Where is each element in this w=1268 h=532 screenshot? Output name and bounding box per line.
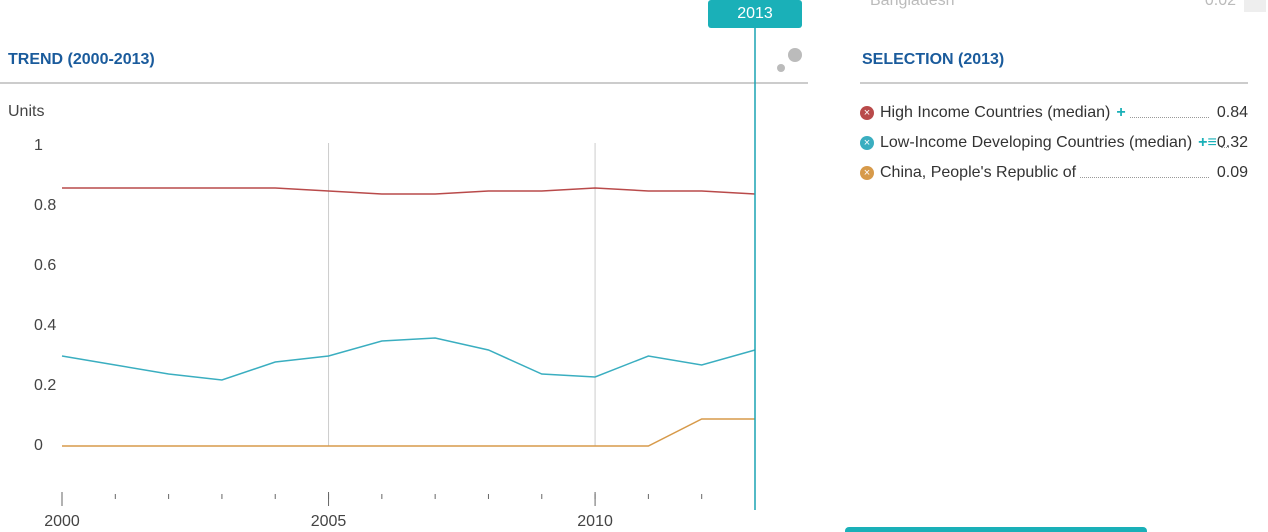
remove-icon[interactable]: × bbox=[860, 166, 874, 180]
button[interactable] bbox=[845, 527, 1147, 532]
legend-item: × China, People's Republic of 0.09 bbox=[860, 162, 1248, 184]
y-tick-label: 1 bbox=[34, 137, 43, 154]
y-tick-label: 0.4 bbox=[34, 317, 56, 334]
x-tick-label: 2010 bbox=[577, 513, 613, 530]
y-axis-label: Units bbox=[8, 103, 44, 120]
tool-icons[interactable]: + bbox=[1116, 104, 1126, 121]
y-tick-label: 0.6 bbox=[34, 257, 56, 274]
selection-badge[interactable] bbox=[708, 0, 802, 28]
leader bbox=[1080, 177, 1209, 178]
scrollbar[interactable] bbox=[1244, 0, 1266, 12]
chart-title: TREND (2000-2013) bbox=[8, 51, 155, 68]
y-tick-label: 0.8 bbox=[34, 197, 56, 214]
legend-body: Low-Income Developing Countries (median)… bbox=[880, 132, 1229, 154]
remove-icon[interactable]: × bbox=[860, 136, 874, 150]
tool-icons[interactable]: +≡ bbox=[1198, 134, 1217, 151]
legend-value: 0.09 bbox=[1216, 164, 1248, 181]
settings-icon[interactable] bbox=[777, 48, 802, 72]
leader bbox=[1220, 147, 1229, 148]
series-line bbox=[62, 187, 756, 195]
leader bbox=[1129, 117, 1209, 118]
legend-value: 0.32 bbox=[1216, 134, 1248, 151]
legend-body: High Income Countries (median) + bbox=[880, 102, 1217, 124]
top-row-value: 0.02 bbox=[1205, 0, 1236, 9]
legend-item: × High Income Countries (median) +0.84 bbox=[860, 102, 1248, 124]
series-line bbox=[61, 337, 756, 381]
legend: × High Income Countries (median) +0.84 × Low… bbox=[860, 102, 1248, 192]
x-tick-label: 2000 bbox=[44, 513, 80, 530]
legend-title: SELECTION (2013) bbox=[862, 51, 1004, 68]
legend-name: Low-Income Developing Countries (median) bbox=[880, 134, 1193, 151]
legend-body: China, People's Republic of bbox=[880, 162, 1217, 184]
x-tick-label: 2005 bbox=[311, 513, 347, 530]
remove-icon[interactable]: × bbox=[860, 106, 874, 120]
top-row-name: Bangladesh bbox=[870, 0, 955, 9]
legend-value: 0.84 bbox=[1216, 104, 1248, 121]
legend-item: × Low-Income Developing Countries (median… bbox=[860, 132, 1248, 154]
series-line bbox=[62, 418, 755, 447]
y-tick-label: 0.2 bbox=[34, 377, 56, 394]
legend-name: High Income Countries (median) bbox=[880, 104, 1111, 121]
selection-label: 2013 bbox=[737, 5, 773, 22]
legend-name: China, People's Republic of bbox=[880, 164, 1077, 181]
y-tick-label: 0 bbox=[34, 437, 43, 454]
